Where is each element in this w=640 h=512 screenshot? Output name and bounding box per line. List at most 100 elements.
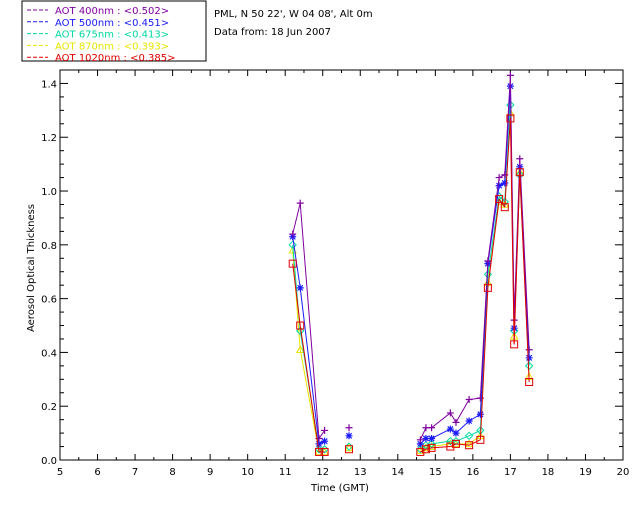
data-point <box>416 447 425 456</box>
data-point <box>451 439 460 448</box>
data-point <box>296 321 305 330</box>
series-line-segment <box>513 172 521 345</box>
data-point <box>495 174 503 182</box>
x-tick-label: 17 <box>504 467 517 478</box>
plot-frame <box>59 69 624 461</box>
data-point <box>501 179 509 187</box>
series-line-segment <box>420 448 427 453</box>
x-tick-label: 20 <box>617 467 630 478</box>
data-point <box>525 378 534 386</box>
series-line-segment <box>455 443 470 446</box>
series-line-segment <box>292 263 301 326</box>
data-point <box>296 326 305 336</box>
y-tick-label: 0.6 <box>41 295 57 306</box>
series-line-segment <box>431 412 451 429</box>
series-line-segment <box>487 177 500 262</box>
series-line-segment <box>479 287 489 440</box>
series-line-segment <box>299 287 320 444</box>
legend-items: AOT 400nm : <0.502>AOT 500nm : <0.451>AO… <box>27 6 175 64</box>
x-tick-label: 5 <box>57 467 63 478</box>
series-line-segment <box>498 196 506 203</box>
series-line-segment <box>519 172 530 383</box>
axis-ticks: 5 6 7 8 9 10 11 12 13 14 15 16 17 18 19 20 0.0 0.2 0.4 0.6 0… <box>41 70 629 478</box>
data-point <box>446 442 455 451</box>
x-tick-label: 14 <box>391 467 404 478</box>
data-point <box>345 445 354 454</box>
data-point <box>428 424 436 432</box>
data-point <box>500 203 509 212</box>
series-2 <box>289 82 533 448</box>
series-line-segment <box>504 118 511 208</box>
series-line-segment <box>292 203 301 235</box>
data-point <box>427 439 436 449</box>
x-tick-label: 12 <box>316 467 329 478</box>
data-point <box>476 435 485 444</box>
legend-label: AOT 870nm : <0.393> <box>55 41 169 52</box>
data-point <box>416 440 424 448</box>
y-tick-label: 0.8 <box>41 241 57 252</box>
legend-label: AOT 500nm : <0.451> <box>55 18 169 29</box>
x-tick-label: 18 <box>542 467 555 478</box>
data-point <box>421 445 430 454</box>
series-line-segment <box>519 158 530 350</box>
date-text: Data from: 18 Jun 2007 <box>214 27 331 38</box>
data-point <box>289 230 297 238</box>
x-axis-label: Time (GMT) <box>310 483 369 494</box>
series-line-segment <box>431 428 451 439</box>
series-3 <box>288 100 534 454</box>
x-tick-label: 8 <box>169 467 175 478</box>
series-1 <box>289 71 533 444</box>
x-tick-label: 10 <box>241 467 254 478</box>
legend-entry: AOT 500nm : <0.451> <box>27 18 169 29</box>
series-5 <box>288 114 534 456</box>
data-point <box>464 439 474 448</box>
data-point <box>465 417 473 425</box>
legend-entry: AOT 1020nm : <0.385> <box>27 53 175 64</box>
data-point <box>465 395 473 403</box>
data-point <box>476 410 484 418</box>
series-line-segment <box>504 75 511 175</box>
x-tick-label: 16 <box>466 467 479 478</box>
legend-entry: AOT 675nm : <0.413> <box>27 30 169 41</box>
data-point <box>288 240 297 250</box>
y-tick-label: 0.4 <box>41 348 57 359</box>
data-point <box>321 426 329 434</box>
series-line-segment <box>425 447 432 450</box>
x-tick-label: 7 <box>132 467 138 478</box>
series-4 <box>288 108 534 456</box>
x-tick-label: 13 <box>354 467 367 478</box>
y-tick-label: 1.0 <box>41 187 57 198</box>
series-line-segment <box>498 198 506 208</box>
y-tick-label: 0.2 <box>41 402 57 413</box>
legend-label: AOT 1020nm : <0.385> <box>55 53 175 64</box>
data-point <box>506 71 514 79</box>
series-line-segment <box>450 443 457 448</box>
series-line-segment <box>468 439 481 446</box>
data-point <box>524 361 534 371</box>
legend-box <box>21 0 207 62</box>
location-text: PML, N 50 22', W 04 08', Alt 0m <box>214 9 373 20</box>
series-line-segment <box>487 199 500 288</box>
data-point <box>296 199 304 207</box>
series-line-segment <box>299 349 320 453</box>
data-point <box>484 257 492 265</box>
data-point <box>416 436 424 444</box>
x-tick-label: 15 <box>429 467 442 478</box>
y-axis-label: Aerosol Optical Thickness <box>26 204 37 332</box>
data-point <box>510 340 519 349</box>
x-tick-label: 6 <box>94 467 100 478</box>
series-line-segment <box>455 399 470 423</box>
legend-label: AOT 675nm : <0.413> <box>55 30 169 41</box>
data-point <box>428 434 436 442</box>
x-tick-label: 11 <box>279 467 292 478</box>
data-point <box>345 424 353 432</box>
data-point <box>295 345 305 354</box>
data-point <box>495 195 504 204</box>
series-line-segment <box>468 435 481 445</box>
data-point <box>525 354 533 362</box>
y-tick-label: 1.2 <box>41 133 57 144</box>
data-point <box>525 346 533 354</box>
series-line-segment <box>431 446 451 449</box>
data-point <box>296 284 304 292</box>
series-line-segment <box>299 325 320 453</box>
